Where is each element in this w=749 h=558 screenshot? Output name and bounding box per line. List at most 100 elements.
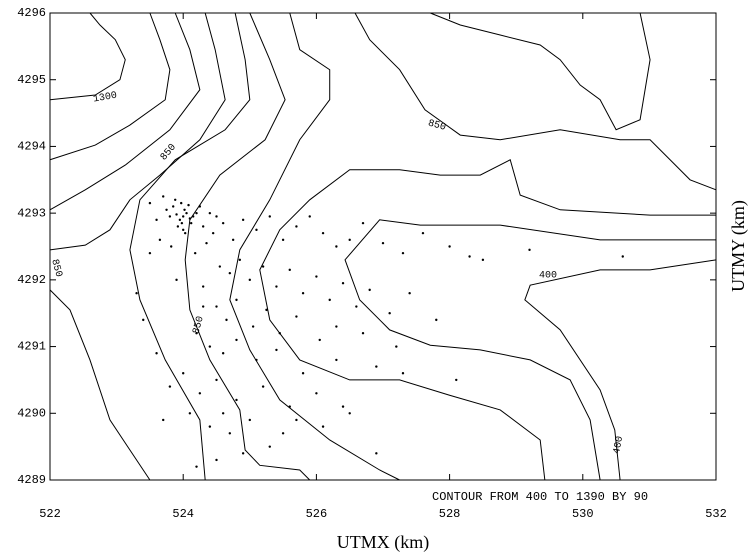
scatter-point	[261, 385, 265, 388]
y-tick-label: 4295	[17, 73, 46, 87]
contour-line	[259, 159, 716, 481]
scatter-point	[281, 238, 285, 242]
scatter-point	[261, 265, 265, 268]
scatter-point	[215, 378, 218, 382]
scatter-point	[248, 278, 251, 282]
scatter-point	[221, 352, 225, 355]
scatter-point	[201, 305, 205, 308]
x-tick-label: 530	[572, 507, 594, 521]
scatter-point	[265, 308, 268, 312]
contour-line	[430, 12, 651, 131]
scatter-point	[355, 305, 358, 308]
scatter-point	[251, 325, 255, 328]
scatter-point	[308, 215, 311, 218]
x-tick-label: 532	[705, 507, 727, 521]
scatter-point	[148, 251, 152, 255]
scatter-point	[288, 268, 291, 272]
scatter-point	[189, 221, 193, 225]
scatter-point	[231, 238, 235, 242]
contour-label: 850	[48, 258, 63, 278]
scatter-point	[208, 211, 212, 215]
scatter-point	[335, 358, 338, 362]
scatter-point	[183, 231, 187, 235]
scatter-point	[185, 211, 188, 215]
scatter-point	[295, 225, 298, 228]
scatter-point	[315, 392, 318, 395]
scatter-point	[375, 452, 378, 455]
scatter-point	[448, 245, 451, 248]
scatter-point	[341, 405, 345, 408]
scatter-point	[241, 452, 245, 455]
scatter-point	[175, 278, 178, 282]
scatter-point	[321, 231, 325, 235]
x-tick-label: 526	[306, 507, 328, 521]
scatter-point	[528, 248, 531, 252]
contour-line	[354, 12, 717, 191]
contour-line	[129, 12, 251, 481]
scatter-point	[455, 378, 458, 382]
scatter-point	[195, 211, 198, 215]
scatter-point	[195, 332, 198, 335]
scatter-point	[215, 215, 218, 218]
scatter-point	[172, 205, 175, 208]
contour-line	[49, 12, 226, 251]
scatter-point	[175, 213, 178, 216]
y-tick-label: 4293	[17, 206, 46, 220]
scatter-point	[348, 412, 351, 415]
scatter-point	[155, 218, 158, 222]
scatter-point	[238, 258, 242, 262]
scatter-point	[281, 432, 285, 435]
annotation: CONTOUR FROM 400 TO 1390 BY 90	[432, 490, 648, 504]
scatter-point	[221, 221, 225, 225]
contour-label: 400	[612, 435, 626, 455]
scatter-point	[168, 215, 172, 218]
scatter-point	[208, 425, 212, 428]
contour-label: 1300	[92, 91, 118, 106]
contour-line	[344, 219, 716, 481]
scatter-point	[182, 228, 185, 232]
scatter-point	[142, 318, 145, 322]
scatter-point	[295, 418, 298, 422]
scatter-point	[170, 245, 173, 248]
contour-label: 400	[539, 271, 557, 282]
scatter-point	[168, 385, 172, 388]
scatter-point	[268, 215, 271, 218]
scatter-point	[421, 231, 425, 235]
scatter-point	[148, 201, 152, 205]
scatter-point	[235, 398, 238, 402]
scatter-point	[235, 298, 238, 302]
scatter-point	[375, 365, 378, 368]
scatter-point	[195, 465, 198, 468]
scatter-point	[381, 241, 385, 245]
scatter-point	[201, 225, 205, 228]
scatter-point	[388, 312, 391, 315]
scatter-point	[208, 345, 212, 348]
scatter-point	[318, 338, 321, 342]
scatter-point	[341, 281, 345, 285]
scatter-point	[215, 458, 218, 462]
scatter-point	[176, 225, 180, 228]
scatter-point	[193, 251, 197, 255]
scatter-point	[348, 238, 351, 242]
scatter-point	[162, 418, 165, 422]
x-tick-label: 522	[39, 507, 61, 521]
scatter-point	[205, 241, 208, 245]
scatter-point	[228, 432, 232, 435]
scatter-point	[182, 215, 185, 218]
scatter-point	[215, 305, 218, 308]
scatter-point	[178, 218, 182, 222]
y-tick-label: 4296	[17, 6, 46, 20]
scatter-point	[481, 258, 485, 262]
scatter-point	[188, 217, 192, 220]
scatter-point	[218, 265, 222, 268]
y-tick-label: 4292	[17, 273, 46, 287]
contour-line	[184, 12, 311, 481]
scatter-point	[328, 298, 331, 302]
scatter-point	[368, 288, 371, 292]
scatter-point	[241, 218, 245, 222]
scatter-point	[180, 221, 184, 225]
x-tick-label: 524	[172, 507, 194, 521]
y-tick-label: 4290	[17, 406, 46, 420]
scatter-point	[621, 255, 624, 258]
x-tick-label: 528	[439, 507, 461, 521]
